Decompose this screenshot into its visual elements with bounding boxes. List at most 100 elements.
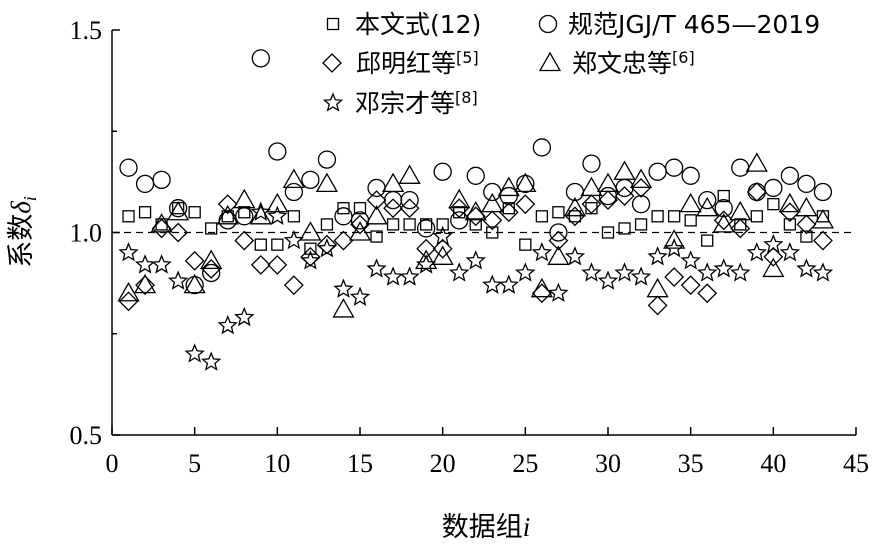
- circle-point: [780, 166, 800, 185]
- diamond-point: [432, 238, 453, 259]
- triangle-point: [795, 196, 818, 217]
- legend-label: 本文式(12): [355, 10, 481, 39]
- diamond-point: [680, 275, 701, 296]
- square-point: [618, 222, 631, 235]
- star-point: [184, 343, 205, 363]
- square-point: [535, 210, 549, 223]
- triangle-point: [563, 196, 587, 217]
- triangle-point: [448, 188, 471, 209]
- star-point: [432, 225, 453, 246]
- square-point: [287, 210, 301, 223]
- diamond-point: [300, 246, 321, 267]
- star-point: [548, 282, 569, 302]
- square-point: [684, 214, 697, 227]
- plot-area: [117, 49, 835, 371]
- star-point: [134, 254, 156, 274]
- circle-point: [764, 178, 783, 198]
- star-point: [300, 250, 321, 270]
- circle-point: [268, 142, 287, 161]
- diamond-point: [267, 254, 288, 275]
- x-tick-label: 40: [760, 449, 786, 478]
- star-point: [382, 266, 404, 286]
- x-tick-label: 35: [678, 449, 704, 478]
- square-point: [138, 206, 152, 219]
- star-point: [531, 242, 553, 262]
- star-point: [614, 262, 635, 282]
- star-point: [597, 270, 619, 290]
- star-point: [415, 254, 437, 274]
- legend-star-icon: [322, 92, 344, 112]
- triangle-point: [530, 277, 553, 298]
- triangle-point: [431, 245, 454, 265]
- series-triangle: [117, 152, 835, 318]
- diamond-point: [647, 295, 668, 316]
- square-point: [353, 202, 367, 215]
- star-point: [167, 270, 189, 290]
- circle-point: [334, 207, 353, 226]
- diamond-point: [317, 234, 337, 255]
- diamond-point: [664, 267, 685, 287]
- diamond-point: [201, 259, 222, 279]
- square-point: [601, 226, 615, 239]
- triangle-point: [381, 172, 405, 193]
- circle-point: [301, 170, 320, 190]
- triangle-point: [216, 204, 239, 225]
- square-point: [122, 210, 135, 223]
- diamond-point: [350, 214, 370, 235]
- x-axis-label-var: i: [523, 512, 531, 542]
- square-point: [469, 218, 482, 231]
- square-point: [800, 230, 813, 243]
- diamond-point: [796, 214, 817, 235]
- legend-label: 规范JGJ/T 465—2019: [568, 10, 820, 39]
- x-tick-label: 20: [430, 449, 456, 478]
- square-point: [634, 218, 648, 231]
- circle-point: [433, 162, 452, 181]
- x-tick-label: 5: [188, 449, 201, 478]
- square-point: [370, 230, 383, 243]
- star-point: [118, 242, 139, 262]
- triangle-point: [200, 249, 223, 270]
- triangle-point: [249, 204, 272, 225]
- circle-point: [317, 150, 337, 169]
- star-point: [663, 237, 685, 258]
- star-point: [812, 262, 834, 282]
- triangle-point: [729, 200, 752, 221]
- square-point: [651, 210, 664, 223]
- diamond-point: [482, 210, 503, 231]
- diamond-point: [598, 190, 618, 211]
- diamond-point: [135, 275, 155, 296]
- diamond-point: [151, 218, 172, 239]
- diamond-point: [813, 230, 833, 251]
- star-point: [250, 201, 271, 221]
- triangle-point: [663, 229, 686, 249]
- diamond-point: [250, 254, 271, 275]
- triangle-point: [266, 192, 289, 213]
- legend-circle-icon: [538, 14, 558, 34]
- diamond-point: [631, 178, 651, 198]
- square-point: [585, 202, 598, 215]
- x-tick-label: 15: [347, 449, 373, 478]
- triangle-point: [183, 273, 206, 294]
- circle-point: [483, 182, 502, 202]
- star-point: [697, 262, 718, 282]
- legend-item: 本文式(12): [326, 10, 481, 39]
- triangle-point: [613, 160, 636, 180]
- legend-item: 邱明红等[5]: [322, 48, 479, 78]
- legend-item: 规范JGJ/T 465—2019: [538, 10, 820, 39]
- diamond-point: [234, 230, 255, 251]
- square-point: [717, 189, 730, 203]
- circle-point: [747, 182, 766, 202]
- star-point: [647, 246, 668, 266]
- circle-point: [681, 166, 700, 185]
- circle-point: [168, 199, 188, 218]
- diamond-point: [399, 198, 420, 219]
- star-point: [680, 250, 701, 270]
- diamond-point: [565, 206, 585, 227]
- diamond-point: [515, 194, 536, 215]
- diamond-point: [366, 190, 387, 211]
- legend: 本文式(12) 规范JGJ/T 465—2019 邱明红等[5] 郑文忠等[6] 邓宗才…: [322, 10, 820, 118]
- circle-point: [350, 211, 370, 230]
- diamond-point: [779, 202, 800, 223]
- triangle-point: [233, 188, 256, 209]
- triangle-point: [580, 176, 603, 197]
